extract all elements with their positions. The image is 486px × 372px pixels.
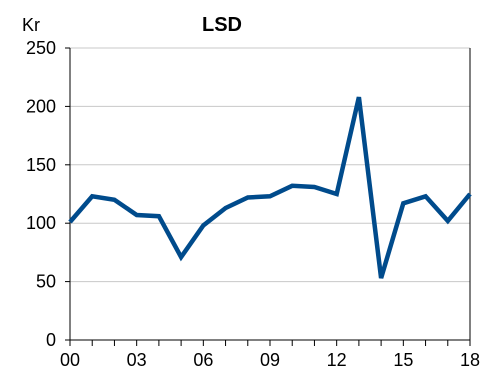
y-tick-label-200: 200	[26, 96, 56, 116]
chart-title: LSD	[202, 14, 242, 36]
x-tick-label-00: 00	[60, 350, 80, 370]
y-tick-label-50: 50	[36, 272, 56, 292]
y-axis-unit-label: Kr	[22, 15, 40, 35]
x-axis-ticks: 00 03 06 09 12 15 18	[60, 340, 480, 370]
series-line-0	[68, 96, 472, 279]
x-tick-label-09: 09	[260, 350, 280, 370]
x-tick-label-15: 15	[393, 350, 413, 370]
y-tick-label-100: 100	[26, 213, 56, 233]
y-tick-label-250: 250	[26, 38, 56, 58]
series-group	[68, 96, 472, 279]
y-tick-label-150: 150	[26, 155, 56, 175]
x-tick-label-06: 06	[193, 350, 213, 370]
y-axis-ticks: 0 50 100 150 200 250	[26, 38, 70, 350]
x-tick-label-03: 03	[127, 350, 147, 370]
gridlines	[70, 47, 470, 283]
y-tick-label-0: 0	[46, 330, 56, 350]
x-tick-label-18: 18	[460, 350, 480, 370]
x-tick-label-12: 12	[327, 350, 347, 370]
